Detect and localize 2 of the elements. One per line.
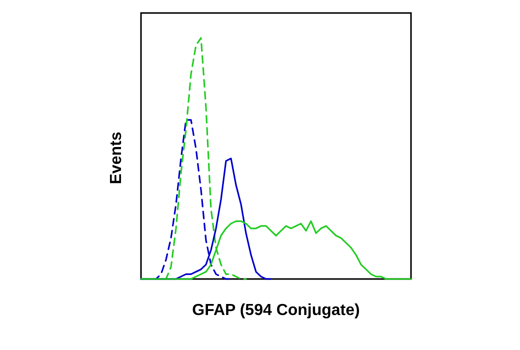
y-axis-title: Events xyxy=(108,132,125,184)
x-axis-title: GFAP (594 Conjugate) xyxy=(192,302,360,319)
